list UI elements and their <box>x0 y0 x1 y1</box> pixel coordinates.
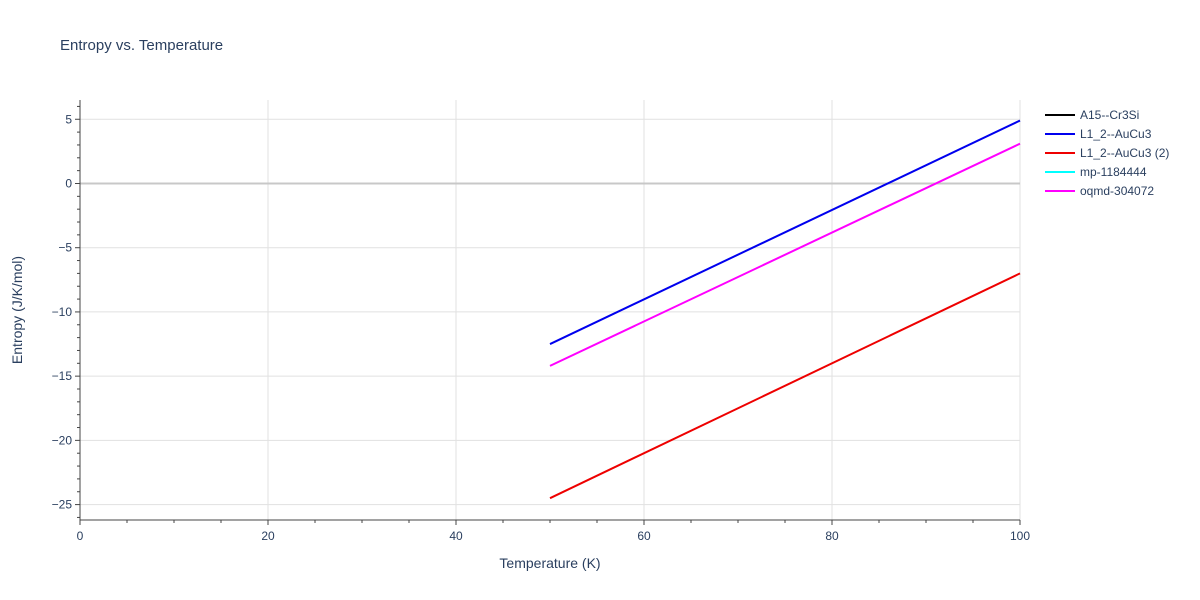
x-tick-label: 80 <box>825 529 839 543</box>
x-tick-label: 0 <box>77 529 84 543</box>
y-tick-label: −5 <box>58 241 72 255</box>
chart-title: Entropy vs. Temperature <box>60 37 223 54</box>
y-tick-label: 0 <box>65 176 72 190</box>
y-tick-label: 5 <box>65 112 72 126</box>
grid <box>80 100 1021 520</box>
x-tick-label: 40 <box>449 529 463 543</box>
y-tick-label: −20 <box>52 433 73 447</box>
x-tick-label: 20 <box>261 529 275 543</box>
series-line-4 <box>549 142 1021 367</box>
y-tick-label: −10 <box>52 305 73 319</box>
axes <box>79 100 1020 521</box>
y-tick-label: −25 <box>52 498 73 512</box>
y-axis-title: Entropy (J/K/mol) <box>9 256 25 364</box>
series-line-1 <box>549 119 1021 345</box>
ticks: 0 20 40 60 80 100 −25 −20 −15 −10 −5 0 5 <box>52 105 1030 543</box>
legend: A15--Cr3Si L1_2--AuCu3 L1_2--AuCu3 (2) mp-1… <box>1045 108 1169 198</box>
legend-item: oqmd-304072 <box>1045 184 1154 198</box>
legend-item: L1_2--AuCu3 (2) <box>1045 146 1169 160</box>
legend-label: mp-1184444 <box>1080 165 1147 179</box>
y-tick-label: −15 <box>52 369 73 383</box>
plot-lines <box>549 119 1021 500</box>
x-tick-label: 60 <box>637 529 651 543</box>
legend-label: L1_2--AuCu3 <box>1080 127 1152 141</box>
x-axis-title: Temperature (K) <box>499 555 600 571</box>
legend-item: A15--Cr3Si <box>1045 108 1139 122</box>
legend-label: A15--Cr3Si <box>1080 108 1139 122</box>
x-tick-label: 100 <box>1010 529 1030 543</box>
legend-item: mp-1184444 <box>1045 165 1147 179</box>
series-line-2 <box>549 272 1021 500</box>
legend-label: L1_2--AuCu3 (2) <box>1080 146 1169 160</box>
legend-label: oqmd-304072 <box>1080 184 1154 198</box>
legend-item: L1_2--AuCu3 <box>1045 127 1152 141</box>
